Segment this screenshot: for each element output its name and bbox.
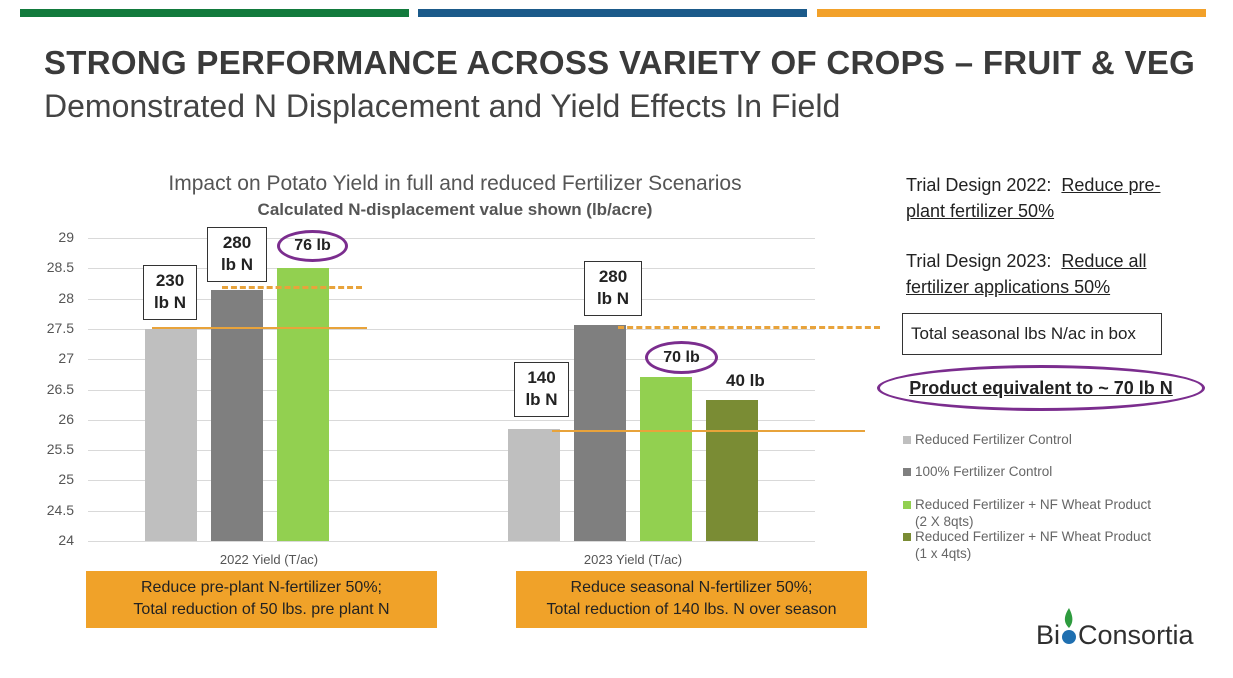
legend-nf-2x8: Reduced Fertilizer + NF Wheat Product (2… bbox=[903, 496, 1193, 530]
label-2023-reduced: 140 lb N bbox=[514, 362, 569, 417]
label-2023-full-unit: lb N bbox=[596, 289, 630, 308]
total-n-box: Total seasonal lbs N/ac in box bbox=[902, 313, 1162, 355]
chart-subtitle: Calculated N-displacement value shown (l… bbox=[257, 200, 653, 219]
gridline bbox=[88, 510, 815, 512]
trial-2022-value-b: plant fertilizer 50% bbox=[906, 201, 1055, 221]
trial-design-2023: Trial Design 2023: Reduce all fertilizer… bbox=[906, 248, 1146, 300]
legend-swatch-full-control bbox=[903, 468, 911, 476]
y-tick-label: 26 bbox=[58, 410, 74, 427]
y-tick-label: 27 bbox=[58, 350, 74, 367]
bar-2023-series-1 bbox=[574, 324, 626, 541]
note-2022: Reduce pre-plant N-fertilizer 50%; Total… bbox=[86, 571, 437, 628]
y-tick-label: 27.5 bbox=[46, 319, 74, 336]
label-2022-reduced-value: 230 bbox=[155, 271, 185, 290]
note-2022-line2: Total reduction of 50 lbs. pre plant N bbox=[133, 601, 390, 618]
label-2022-full: 280 lb N bbox=[207, 227, 267, 282]
logo-text-a: Bi bbox=[1036, 620, 1061, 650]
bar-2023-series-2 bbox=[640, 377, 692, 541]
gridline bbox=[88, 359, 815, 361]
y-tick-label: 26.5 bbox=[46, 380, 74, 397]
label-2022-reduced: 230 lb N bbox=[143, 265, 197, 320]
y-tick-label: 25.5 bbox=[46, 441, 74, 458]
top-stripe-blue bbox=[418, 9, 807, 17]
legend-swatch-nf-1x4 bbox=[903, 533, 911, 541]
top-stripe-orange bbox=[817, 9, 1206, 17]
note-2023-line1: Reduce seasonal N-fertilizer 50%; bbox=[570, 579, 813, 596]
top-stripe-green bbox=[20, 9, 409, 17]
bar-2023-series-3 bbox=[706, 399, 758, 541]
label-2023-full: 280 lb N bbox=[584, 261, 642, 316]
bar-2023-series-0 bbox=[508, 428, 560, 541]
y-tick-label: 28.5 bbox=[46, 259, 74, 276]
legend-full-control: 100% Fertilizer Control bbox=[903, 463, 1193, 480]
legend-swatch-reduced-control bbox=[903, 436, 911, 444]
dash-line-2023 bbox=[618, 326, 880, 329]
legend-sub-3: (1 x 4qts) bbox=[915, 546, 972, 561]
page-subtitle: Demonstrated N Displacement and Yield Ef… bbox=[44, 88, 841, 124]
x-tick-2023: 2023 Yield (T/ac) bbox=[583, 552, 683, 567]
ref-line-2022 bbox=[152, 327, 367, 329]
label-2022-full-value: 280 bbox=[222, 233, 252, 252]
page-title: STRONG PERFORMANCE ACROSS VARIETY OF CRO… bbox=[44, 44, 1196, 81]
legend-sub-2: (2 X 8qts) bbox=[915, 514, 974, 529]
oval-2023-product: 70 lb bbox=[645, 341, 718, 374]
gridline bbox=[88, 541, 815, 542]
label-2022-full-unit: lb N bbox=[220, 255, 254, 274]
legend-label-1: 100% Fertilizer Control bbox=[915, 464, 1053, 479]
gridline bbox=[88, 328, 815, 330]
ref-line-2023 bbox=[552, 430, 865, 432]
x-tick-2022: 2022 Yield (T/ac) bbox=[219, 552, 319, 567]
product-equivalent-oval: Product equivalent to ~ 70 lb N bbox=[877, 365, 1205, 411]
y-tick-label: 24.5 bbox=[46, 501, 74, 518]
label-2022-reduced-unit: lb N bbox=[153, 293, 187, 312]
legend-label-3: Reduced Fertilizer + NF Wheat Product bbox=[915, 529, 1151, 544]
gridline bbox=[88, 238, 815, 239]
bar-2022-series-1 bbox=[211, 289, 263, 541]
legend-label-0: Reduced Fertilizer Control bbox=[915, 432, 1072, 447]
gridline bbox=[88, 389, 815, 391]
trial-2022-label: Trial Design 2022: bbox=[906, 175, 1052, 195]
y-tick-label: 25 bbox=[58, 471, 74, 488]
dash-line-2022 bbox=[222, 286, 362, 289]
gridline bbox=[88, 480, 815, 482]
logo-text-b: Consortia bbox=[1078, 620, 1194, 650]
legend-reduced-control: Reduced Fertilizer Control bbox=[903, 431, 1193, 448]
y-tick-label: 28 bbox=[58, 289, 74, 306]
gridline bbox=[88, 450, 815, 452]
chart-title: Impact on Potato Yield in full and reduc… bbox=[168, 172, 742, 195]
leaf-drop-icon bbox=[1060, 608, 1078, 646]
gridline bbox=[88, 298, 815, 300]
label-2023-reduced-unit: lb N bbox=[525, 390, 558, 409]
note-2022-line1: Reduce pre-plant N-fertilizer 50%; bbox=[141, 579, 382, 596]
trial-2022-value-a: Reduce pre- bbox=[1061, 175, 1161, 195]
y-tick-label: 29 bbox=[58, 229, 74, 245]
bar-2022-series-2 bbox=[277, 268, 329, 541]
gridline bbox=[88, 268, 815, 270]
label-2023-product-b: 40 lb bbox=[726, 371, 765, 390]
note-2023: Reduce seasonal N-fertilizer 50%; Total … bbox=[516, 571, 867, 628]
trial-2023-label: Trial Design 2023: bbox=[906, 251, 1052, 271]
label-2023-reduced-value: 140 bbox=[527, 368, 556, 387]
oval-2022-product: 76 lb bbox=[277, 230, 348, 262]
legend-nf-1x4: Reduced Fertilizer + NF Wheat Product (1… bbox=[903, 528, 1193, 562]
label-2023-full-value: 280 bbox=[598, 267, 628, 286]
legend-swatch-nf-2x8 bbox=[903, 501, 911, 509]
y-tick-label: 24 bbox=[58, 532, 74, 548]
bioconsortia-logo: Bi Consortia bbox=[1036, 608, 1194, 651]
trial-2023-value-a: Reduce all bbox=[1061, 251, 1147, 271]
note-2023-line2: Total reduction of 140 lbs. N over seaso… bbox=[546, 601, 837, 618]
trial-design-2022: Trial Design 2022: Reduce pre- plant fer… bbox=[906, 172, 1160, 224]
trial-2023-value-b: fertilizer applications 50% bbox=[906, 277, 1111, 297]
gridline bbox=[88, 419, 815, 421]
legend-label-2: Reduced Fertilizer + NF Wheat Product bbox=[915, 497, 1151, 512]
bar-2022-series-0 bbox=[145, 328, 197, 541]
